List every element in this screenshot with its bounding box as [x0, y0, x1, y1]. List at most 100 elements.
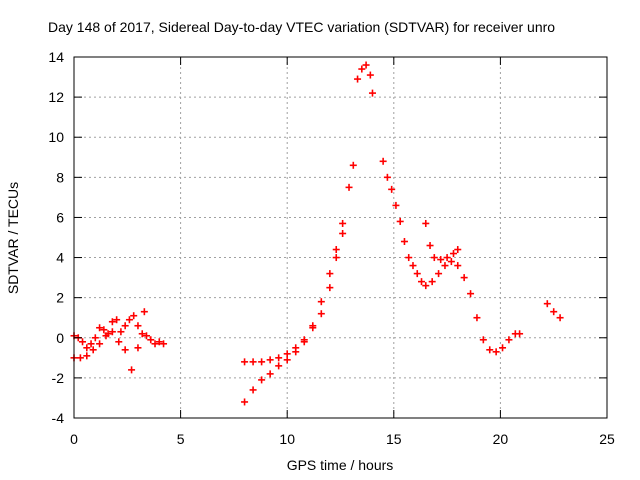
data-point: [309, 322, 317, 330]
data-point: [241, 358, 249, 366]
data-point: [339, 219, 347, 227]
data-point: [266, 356, 274, 364]
data-point: [283, 356, 291, 364]
data-point: [516, 330, 524, 338]
data-point: [317, 310, 325, 318]
data-point: [147, 336, 155, 344]
y-tick-label: 0: [56, 330, 64, 346]
data-point: [454, 262, 462, 270]
data-point: [76, 354, 84, 362]
data-point: [275, 362, 283, 370]
data-point: [556, 314, 564, 322]
y-tick-label: 4: [56, 250, 64, 266]
data-point: [447, 258, 455, 266]
data-point: [130, 312, 138, 320]
data-point: [113, 316, 121, 324]
data-point: [443, 254, 451, 262]
data-point: [241, 398, 249, 406]
data-point: [332, 246, 340, 254]
chart-title: Day 148 of 2017, Sidereal Day-to-day VTE…: [48, 19, 555, 35]
data-point: [354, 75, 362, 83]
data-point: [108, 328, 116, 336]
data-point: [317, 298, 325, 306]
data-point: [96, 340, 104, 348]
data-point: [486, 346, 494, 354]
x-tick-label: 15: [386, 431, 402, 447]
data-point: [383, 173, 391, 181]
data-point: [300, 338, 308, 346]
y-tick-label: 14: [48, 49, 64, 65]
y-tick-label: 10: [48, 129, 64, 145]
data-point: [339, 229, 347, 237]
data-point: [499, 344, 507, 352]
data-point: [388, 185, 396, 193]
data-point: [454, 246, 462, 254]
data-point: [349, 161, 357, 169]
data-point: [249, 386, 257, 394]
data-point: [428, 278, 436, 286]
data-point: [121, 346, 129, 354]
x-tick-label: 20: [493, 431, 509, 447]
x-tick-label: 25: [599, 431, 615, 447]
data-point: [409, 262, 417, 270]
data-point: [292, 348, 300, 356]
x-tick-label: 5: [177, 431, 185, 447]
y-tick-label: 12: [48, 89, 64, 105]
data-point: [449, 250, 457, 258]
data-point: [435, 270, 443, 278]
data-point: [550, 308, 558, 316]
data-point: [100, 326, 108, 334]
data-point: [368, 89, 376, 97]
y-tick-label: 8: [56, 169, 64, 185]
data-point: [83, 344, 91, 352]
data-point: [422, 219, 430, 227]
data-point: [89, 346, 97, 354]
data-point: [460, 274, 468, 282]
data-point: [91, 334, 99, 342]
data-point: [283, 350, 291, 358]
data-point: [249, 358, 257, 366]
y-axis-label: SDTVAR / TECUs: [5, 182, 21, 294]
data-point: [473, 314, 481, 322]
x-axis-ticks: 0 5 10 15 20 25: [70, 57, 615, 447]
data-point: [115, 338, 123, 346]
data-point: [151, 340, 159, 348]
x-tick-label: 10: [279, 431, 295, 447]
data-point: [266, 370, 274, 378]
y-tick-label: 6: [56, 209, 64, 225]
data-point: [160, 340, 168, 348]
data-point: [326, 270, 334, 278]
data-point: [121, 322, 129, 330]
data-point: [125, 316, 133, 324]
data-point: [345, 183, 353, 191]
data-point: [83, 352, 91, 360]
data-point: [96, 324, 104, 332]
data-point: [134, 344, 142, 352]
plot-frame: [73, 56, 608, 419]
data-point: [405, 254, 413, 262]
data-point: [492, 348, 500, 356]
y-tick-label: -2: [52, 370, 65, 386]
data-point: [467, 290, 475, 298]
x-axis-label: GPS time / hours: [287, 457, 394, 473]
data-point: [396, 217, 404, 225]
y-tick-label: 2: [56, 290, 64, 306]
data-point: [358, 65, 366, 73]
data-point: [108, 318, 116, 326]
data-point: [142, 332, 150, 340]
data-point: [138, 330, 146, 338]
data-point: [437, 256, 445, 264]
data-point: [128, 366, 136, 374]
data-point: [102, 332, 110, 340]
chart-grid: [74, 57, 607, 418]
data-point: [479, 336, 487, 344]
data-point: [140, 308, 148, 316]
data-point: [366, 71, 374, 79]
data-point: [505, 336, 513, 344]
data-point: [79, 338, 87, 346]
data-point: [392, 201, 400, 209]
data-point: [413, 270, 421, 278]
data-point: [426, 242, 434, 250]
data-point: [400, 238, 408, 246]
